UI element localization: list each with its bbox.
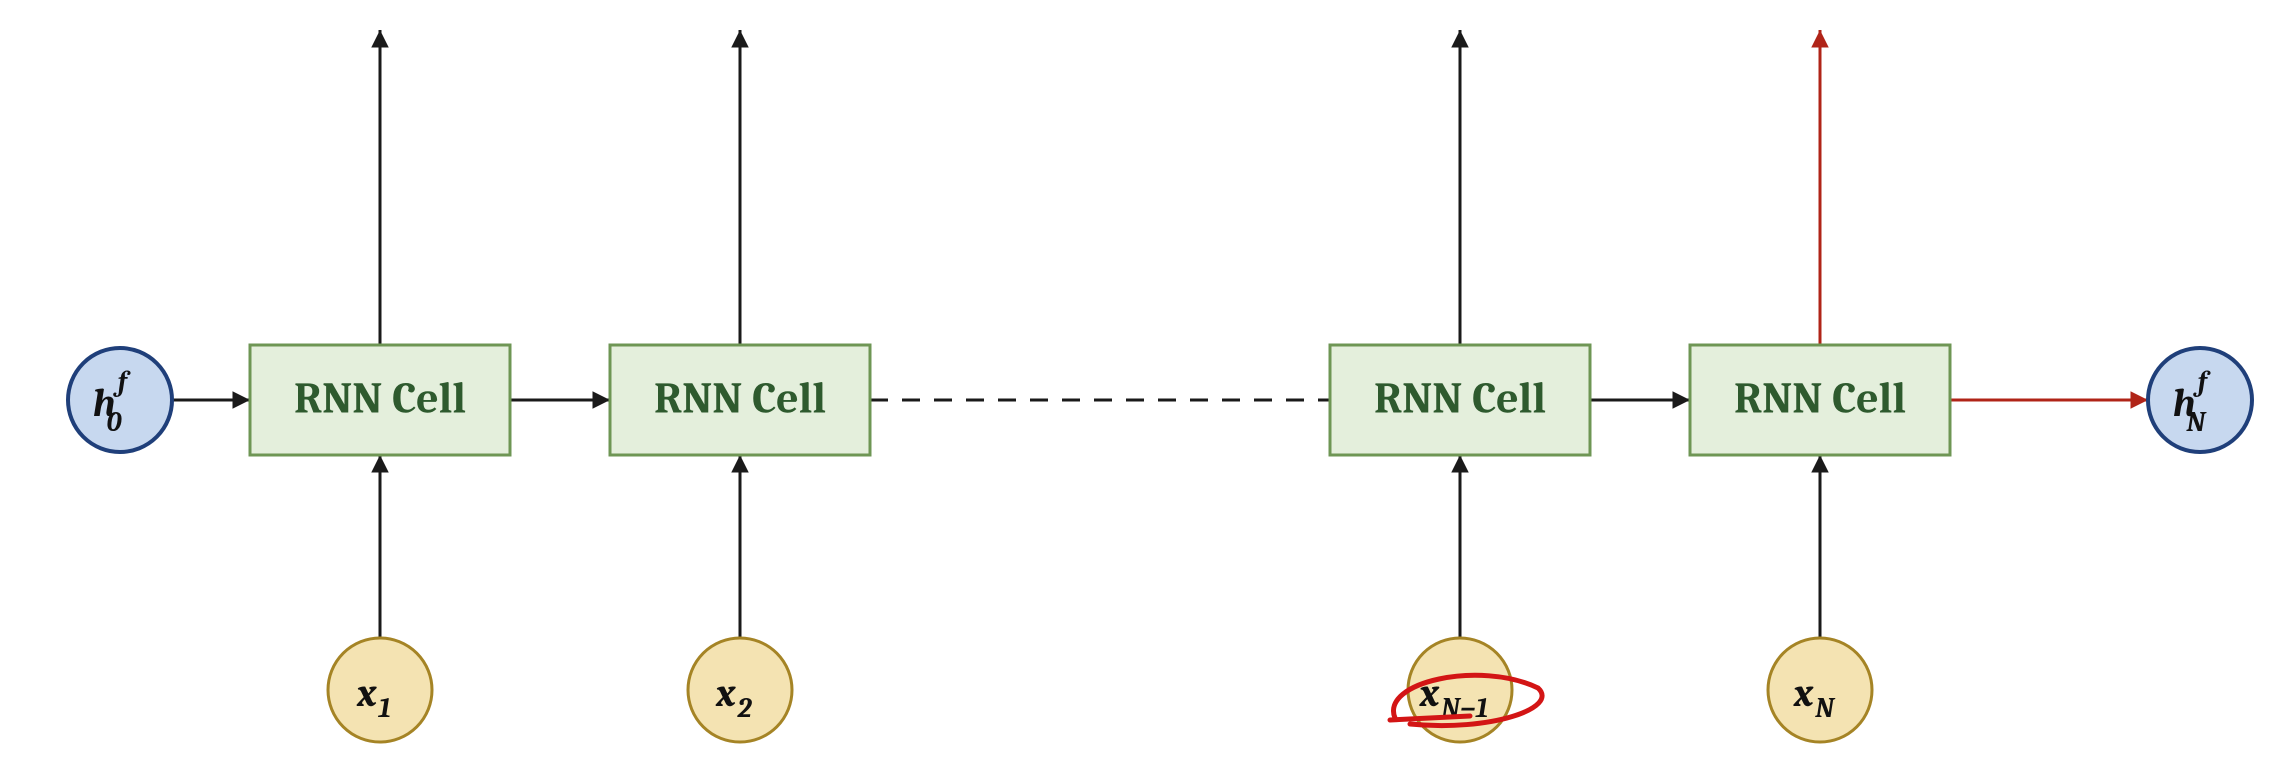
node-x1: x1 (328, 638, 432, 742)
cell-label: RNN Cell (294, 373, 466, 424)
cell-label: RNN Cell (1374, 373, 1546, 424)
node-cell3: RNN Cell (1330, 345, 1590, 455)
node-cell2: RNN Cell (610, 345, 870, 455)
cell-label: RNN Cell (654, 373, 826, 424)
node-x2: x2 (688, 638, 792, 742)
node-h0: hf0 (68, 348, 172, 452)
node-xN: xN (1768, 638, 1872, 742)
cell-label: RNN Cell (1734, 373, 1906, 424)
node-hN: hfN (2148, 348, 2252, 452)
node-cell1: RNN Cell (250, 345, 510, 455)
node-cell4: RNN Cell (1690, 345, 1950, 455)
rnn-unrolled-diagram: hf0 RNN Cell RNN Cell RNN Cell RNN Cell hfN x1… (0, 0, 2295, 784)
